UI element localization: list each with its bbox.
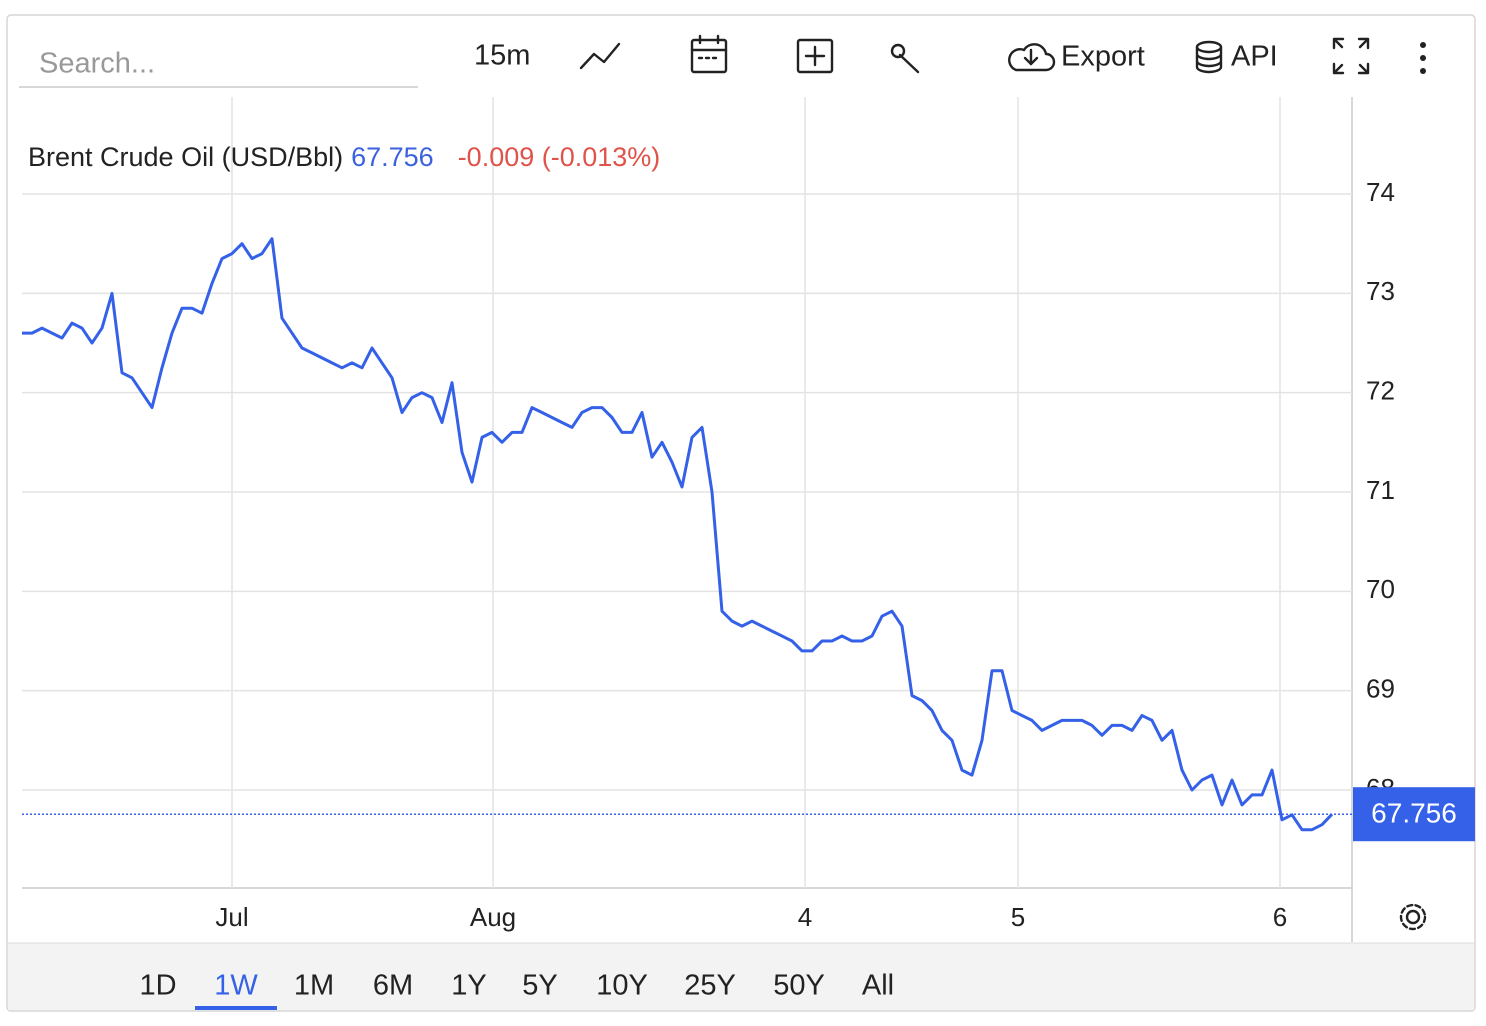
- range-button[interactable]: 1Y: [451, 970, 486, 1002]
- range-button[interactable]: All: [862, 970, 894, 1002]
- more-button[interactable]: [1420, 42, 1426, 74]
- range-button[interactable]: 10Y: [596, 970, 648, 1002]
- search-placeholder[interactable]: Search...: [39, 48, 155, 80]
- y-tick-label: 71: [1366, 475, 1395, 505]
- y-tick-label: 74: [1366, 177, 1395, 207]
- x-tick-label: Jul: [215, 902, 248, 932]
- range-selected-underline: [195, 1006, 277, 1010]
- x-tick-label: 4: [798, 902, 812, 932]
- widget-frame: [6, 14, 1476, 1012]
- search-box[interactable]: Search...: [19, 48, 418, 88]
- api-button[interactable]: API: [1195, 41, 1278, 74]
- export-label[interactable]: Export: [1061, 41, 1145, 73]
- range-button[interactable]: 25Y: [684, 970, 736, 1002]
- chart-header: Brent Crude Oil (USD/Bbl) 67.756 -0.009 (-…: [28, 142, 660, 172]
- y-tick-label: 70: [1366, 574, 1395, 604]
- x-tick-label: 5: [1011, 902, 1025, 932]
- y-tick-label: 72: [1366, 376, 1395, 406]
- chart-type-button[interactable]: [579, 42, 621, 70]
- range-button[interactable]: 6M: [373, 970, 413, 1002]
- range-button[interactable]: 1M: [294, 970, 334, 1002]
- last-value: 67.756: [351, 142, 434, 172]
- x-tick-label: 6: [1273, 902, 1287, 932]
- range-button[interactable]: 50Y: [773, 970, 825, 1002]
- settings-tool-button[interactable]: [890, 43, 920, 74]
- x-tick-label: Aug: [470, 902, 516, 932]
- add-indicator-button[interactable]: [796, 38, 834, 74]
- export-button[interactable]: Export: [1008, 41, 1145, 73]
- range-bar: [8, 943, 1474, 1010]
- range-button[interactable]: 5Y: [522, 970, 557, 1002]
- range-buttons: 1D 1W 1M 6M 1Y 5Y 10Y 25Y 50Y All: [139, 970, 894, 1010]
- range-button[interactable]: 1W: [214, 970, 258, 1002]
- range-button[interactable]: 1D: [139, 970, 176, 1002]
- last-value-tag-label: 67.756: [1371, 798, 1457, 829]
- last-value-tag: [1353, 787, 1475, 842]
- plot: 67.756: [22, 237, 1475, 842]
- calendar-button[interactable]: [690, 34, 728, 74]
- y-tick-label: 73: [1366, 276, 1395, 306]
- fullscreen-button[interactable]: [1332, 37, 1370, 75]
- interval-button[interactable]: 15m: [474, 40, 530, 72]
- y-tick-label: 69: [1366, 674, 1395, 704]
- api-label[interactable]: API: [1231, 41, 1278, 73]
- change: -0.009 (-0.013%): [458, 142, 661, 172]
- gear-button[interactable]: [1399, 903, 1427, 931]
- price-line: [22, 237, 1334, 832]
- chart-title: Brent Crude Oil (USD/Bbl): [28, 142, 343, 172]
